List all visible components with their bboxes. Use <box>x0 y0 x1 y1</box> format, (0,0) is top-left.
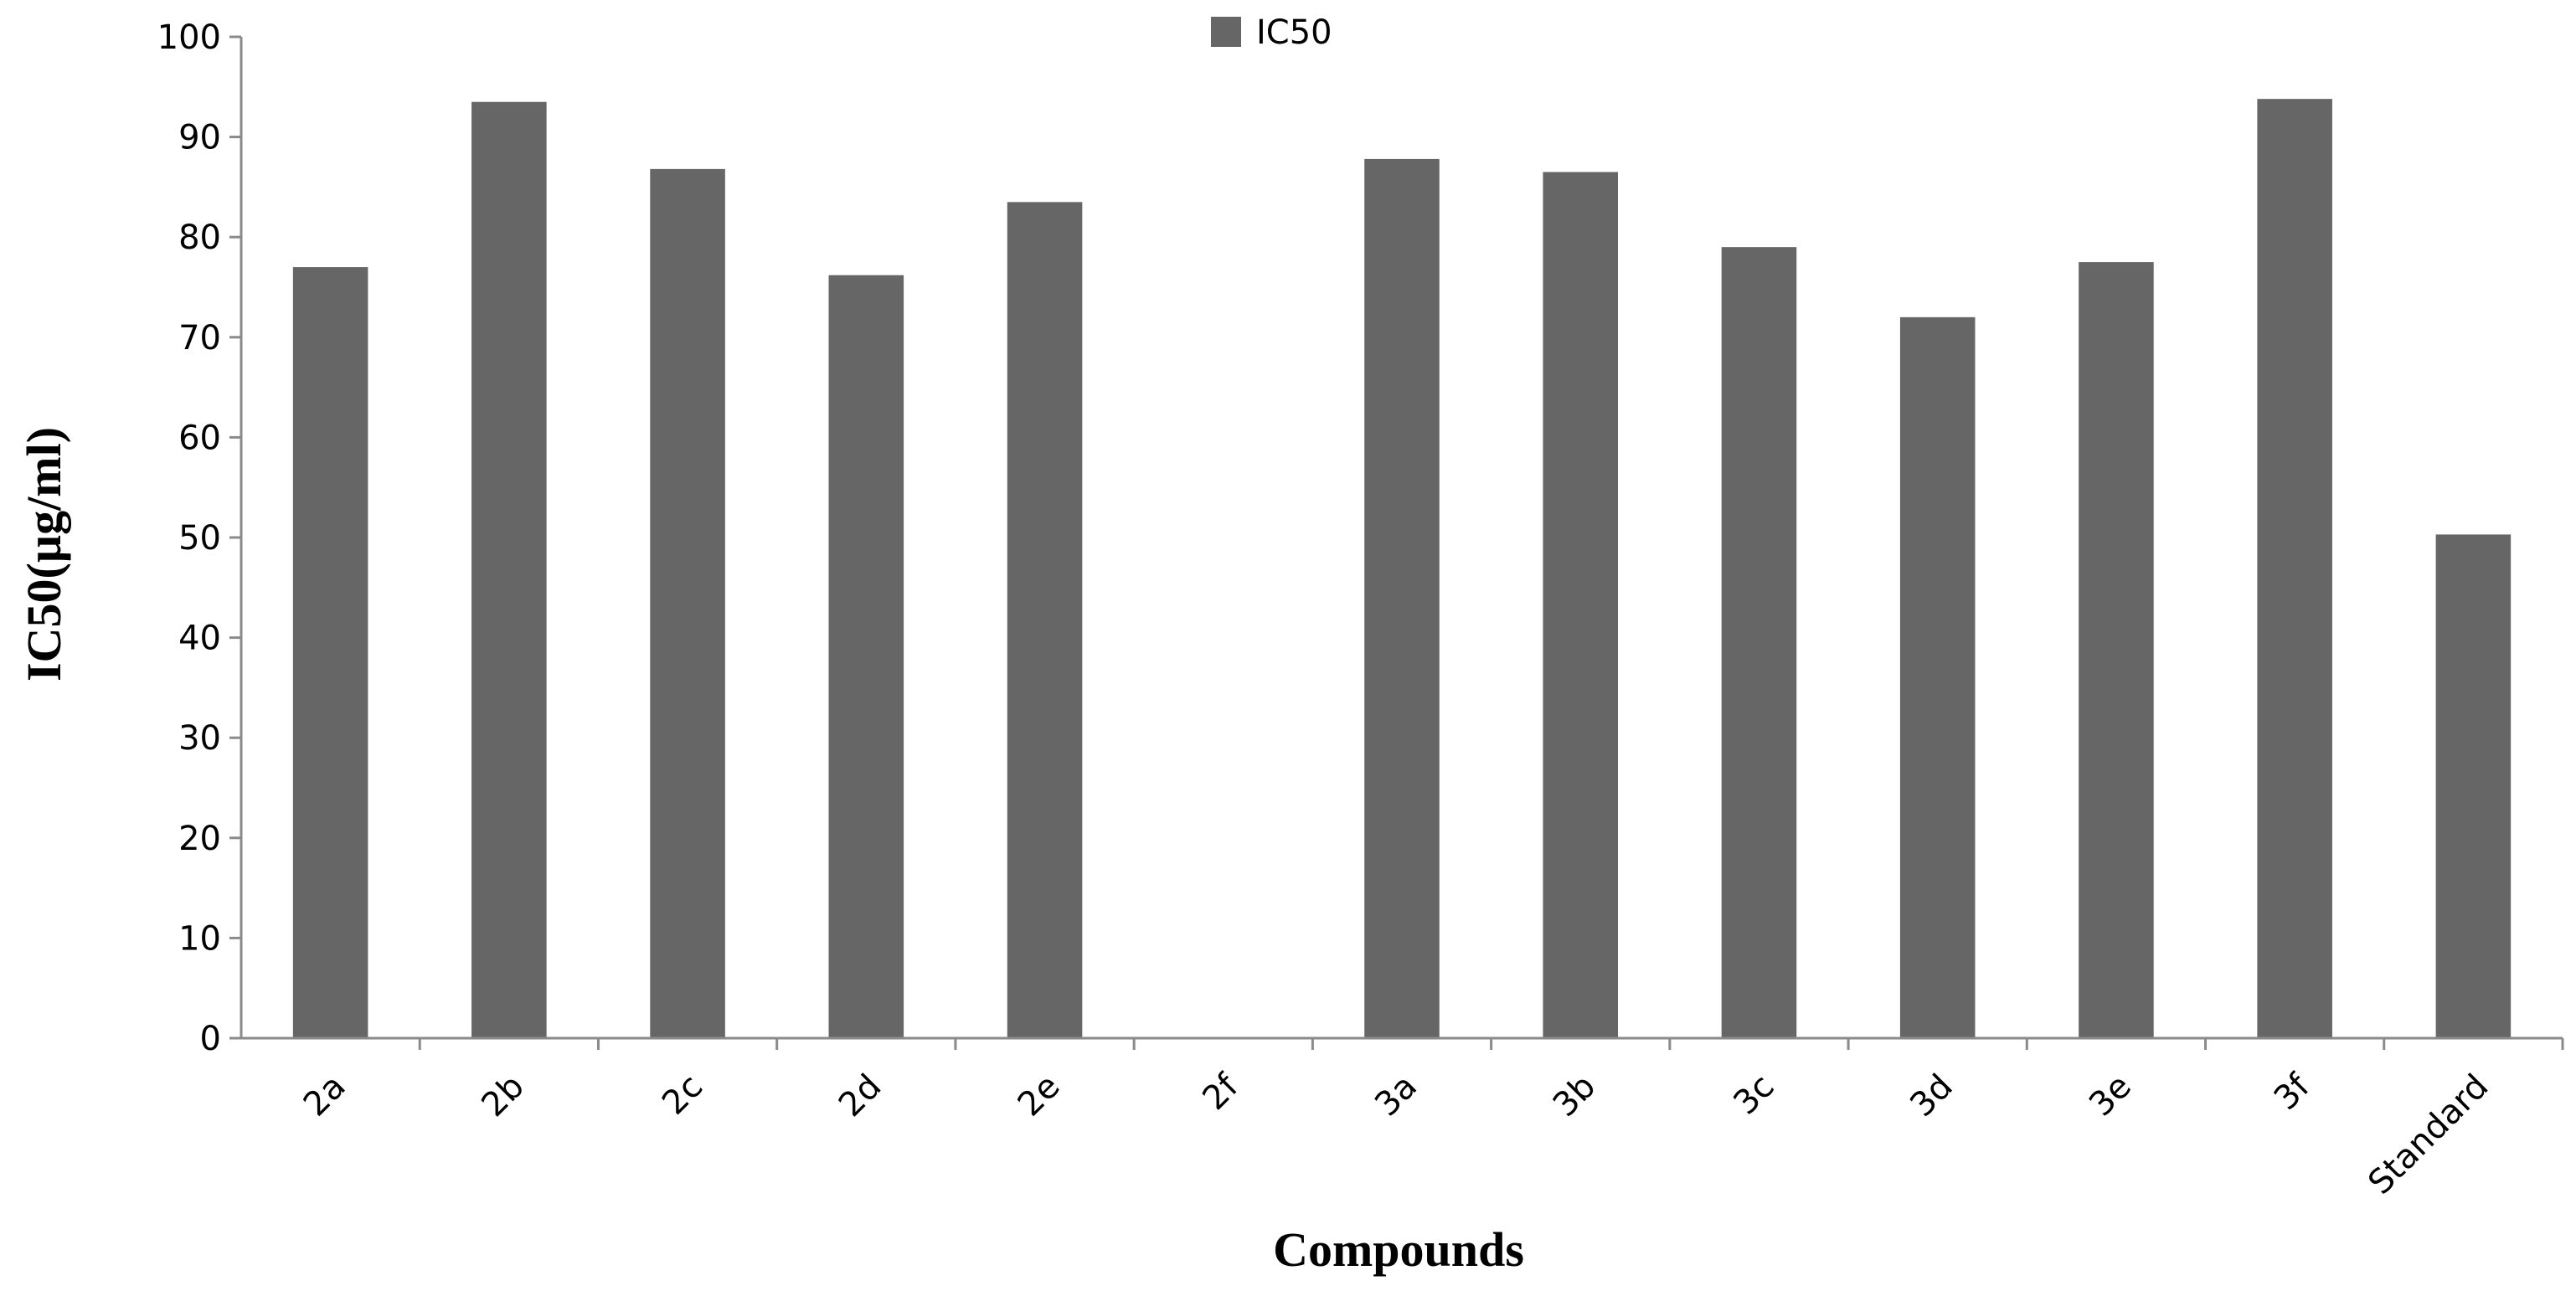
x-tick-label: 2b <box>474 1067 531 1124</box>
legend-swatch <box>1211 17 1241 47</box>
legend: IC50 <box>1211 13 1332 52</box>
x-tick-label: 2c <box>655 1067 710 1123</box>
x-tick-label: 3a <box>1368 1067 1425 1124</box>
y-tick-label: 60 <box>178 419 221 457</box>
x-tick-label: Standard <box>2361 1067 2496 1202</box>
x-tick-label: 3c <box>1726 1067 1781 1123</box>
bar-2a <box>292 267 368 1039</box>
y-tick-label: 50 <box>178 519 221 558</box>
y-tick-label: 20 <box>178 820 221 858</box>
x-tick-label: 3b <box>1546 1067 1603 1124</box>
bar-3b <box>1543 172 1619 1039</box>
bar-2c <box>650 168 725 1039</box>
x-tick-label: 3e <box>2082 1067 2139 1124</box>
bar-3f <box>2257 99 2332 1039</box>
bar-2b <box>471 101 547 1039</box>
y-tick-label: 70 <box>178 319 221 357</box>
bar-standard <box>2435 534 2512 1038</box>
legend-label-ic50: IC50 <box>1256 13 1332 52</box>
x-tick-label: 2e <box>1011 1067 1068 1124</box>
y-tick-label: 40 <box>178 620 221 658</box>
x-tick-label: 3d <box>1903 1067 1960 1124</box>
y-tick-label: 10 <box>178 919 221 958</box>
y-tick-label: 100 <box>157 18 221 57</box>
bars <box>292 99 2512 1039</box>
x-tick-label: 2a <box>296 1067 353 1124</box>
y-tick-label: 80 <box>178 219 221 257</box>
bar-3a <box>1364 158 1440 1039</box>
x-tick-label: 3f <box>2267 1067 2318 1118</box>
y-tick-label: 30 <box>178 719 221 758</box>
bar-3c <box>1721 247 1797 1038</box>
x-tick-label: 2d <box>832 1067 889 1124</box>
x-axis-title: Compounds <box>1273 1222 1524 1277</box>
bar-3d <box>1899 316 1976 1038</box>
bar-2d <box>828 275 904 1038</box>
y-axis-title: IC50(µg/ml) <box>17 427 71 682</box>
bar-2e <box>1007 202 1083 1039</box>
bar-3e <box>2079 262 2154 1039</box>
y-tick-label: 0 <box>200 1020 221 1058</box>
x-tick-label: 2f <box>1195 1067 1246 1118</box>
y-axis-ticks: 0 10 20 30 40 50 60 70 80 90 100 <box>157 18 241 1058</box>
x-axis-ticks: 2a 2b 2c 2d 2e 2f 3a 3b 3c 3d 3e 3f Standard <box>296 1038 2564 1202</box>
y-tick-label: 90 <box>178 119 221 157</box>
